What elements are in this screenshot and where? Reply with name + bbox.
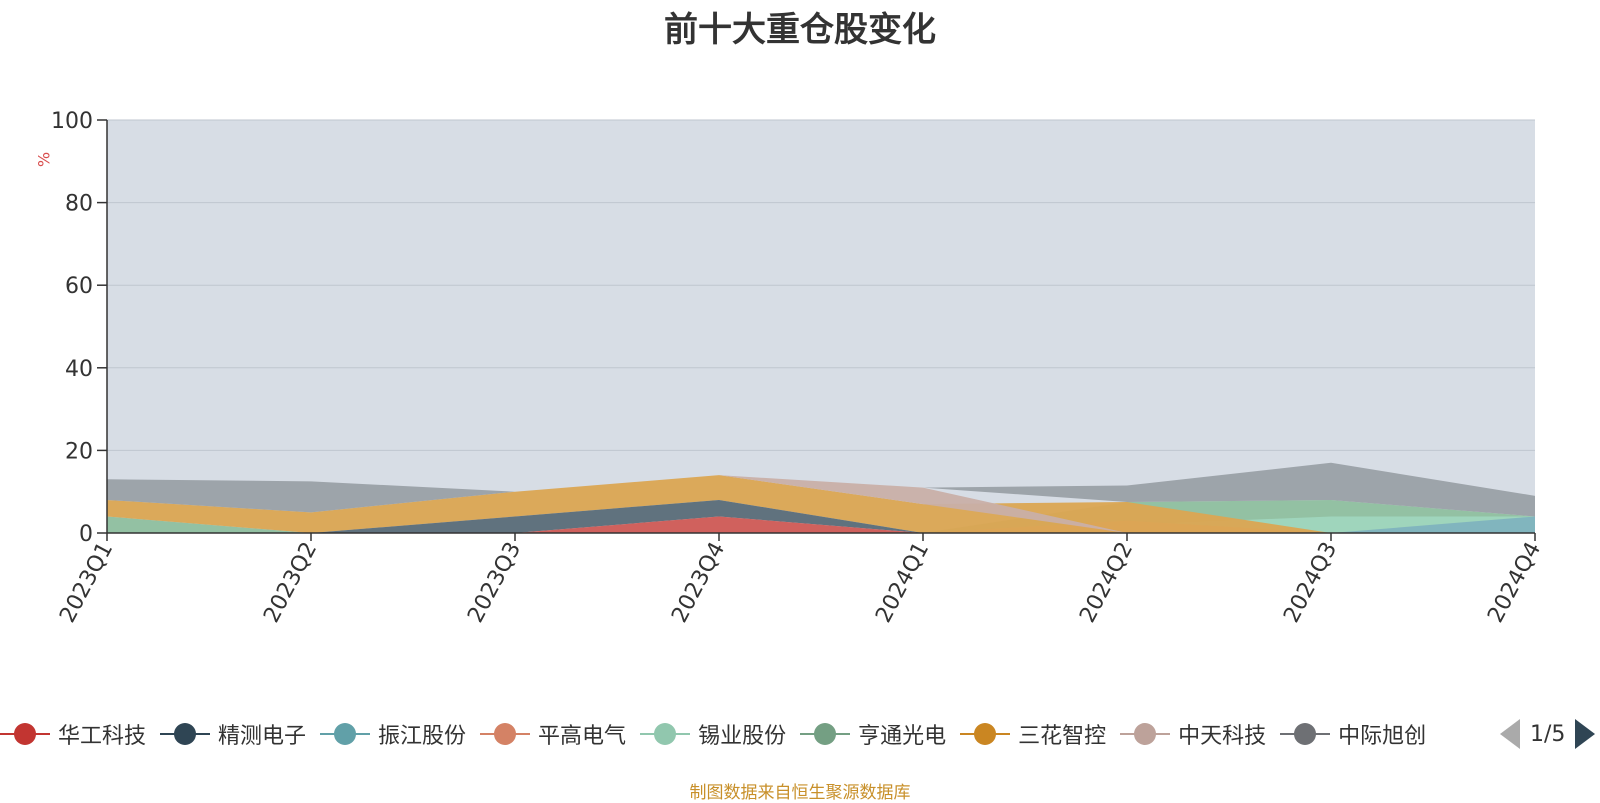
legend-label: 锡业股份 xyxy=(698,724,787,749)
legend-marker-icon xyxy=(0,722,50,746)
source-note: 制图数据来自恒生聚源数据库 xyxy=(689,783,911,803)
legend-label: 三花智控 xyxy=(1018,724,1107,749)
area-振江股份 xyxy=(107,516,1535,533)
legend-item[interactable]: 锡业股份 xyxy=(640,718,786,750)
legend-item[interactable]: 中际旭创 xyxy=(1280,718,1426,750)
legend: 华工科技 精测电子 振江股份 平高电气 锡业股份 亨通光电 三花智控 中天科技 中际旭创 xyxy=(0,716,1492,752)
legend-item[interactable]: 中天科技 xyxy=(1120,718,1266,750)
x-tick-label: 2024Q1 xyxy=(871,538,934,627)
legend-label: 华工科技 xyxy=(58,724,147,749)
x-tick-label: 2023Q4 xyxy=(667,538,730,627)
y-tick-label: 80 xyxy=(65,192,93,217)
legend-marker-icon xyxy=(480,722,531,746)
x-tick-label: 2023Q1 xyxy=(55,538,118,627)
legend-label: 中天科技 xyxy=(1178,724,1267,749)
pager-prev-icon[interactable] xyxy=(1500,719,1520,749)
y-axis-unit: % xyxy=(34,151,54,168)
legend-label: 振江股份 xyxy=(378,724,467,749)
legend-item[interactable]: 振江股份 xyxy=(320,718,466,750)
legend-item[interactable]: 平高电气 xyxy=(480,718,626,750)
chart-title: 前十大重仓股变化 xyxy=(664,10,936,50)
y-tick-label: 60 xyxy=(65,274,93,299)
area-新易盛 xyxy=(107,462,1535,517)
y-tick-label: 0 xyxy=(79,522,93,547)
plot-area xyxy=(107,120,1535,533)
series-areas xyxy=(107,462,1535,533)
legend-marker-icon xyxy=(640,722,691,746)
legend-item[interactable]: 精测电子 xyxy=(160,718,306,750)
legend-label: 亨通光电 xyxy=(858,724,947,749)
legend-marker-icon xyxy=(1280,722,1331,746)
x-tick-label: 2023Q3 xyxy=(463,538,526,627)
pager-text: 1/5 xyxy=(1530,721,1566,747)
area-精测电子 xyxy=(107,499,1535,533)
plot-background xyxy=(107,120,1535,533)
x-tick-label: 2024Q3 xyxy=(1279,538,1342,627)
legend-marker-icon xyxy=(1120,722,1171,746)
legend-item[interactable]: 亨通光电 xyxy=(800,718,946,750)
legend-marker-icon xyxy=(160,722,211,746)
legend-item[interactable]: 华工科技 xyxy=(0,718,146,750)
legend-item[interactable]: 三花智控 xyxy=(960,718,1106,750)
legend-label: 精测电子 xyxy=(218,724,307,749)
legend-label: 中际旭创 xyxy=(1338,724,1427,749)
legend-marker-icon xyxy=(960,722,1011,746)
pager-next-icon[interactable] xyxy=(1575,719,1596,749)
legend-marker-icon xyxy=(320,722,371,746)
y-tick-label: 100 xyxy=(51,109,93,134)
x-tick-label: 2024Q2 xyxy=(1075,538,1138,627)
legend-marker-icon xyxy=(800,722,851,746)
y-tick-label: 20 xyxy=(65,439,93,464)
grid-lines xyxy=(107,119,1535,451)
x-tick-label: 2023Q2 xyxy=(259,538,322,627)
area-三花智控 xyxy=(107,475,1535,533)
y-tick-label: 40 xyxy=(65,357,93,382)
legend-pager: 1/5 xyxy=(1500,716,1600,752)
x-tick-label: 2024Q4 xyxy=(1483,538,1546,627)
area-中天科技 xyxy=(107,475,1535,533)
area-华工科技 xyxy=(107,516,1535,533)
legend-label: 平高电气 xyxy=(538,724,627,749)
